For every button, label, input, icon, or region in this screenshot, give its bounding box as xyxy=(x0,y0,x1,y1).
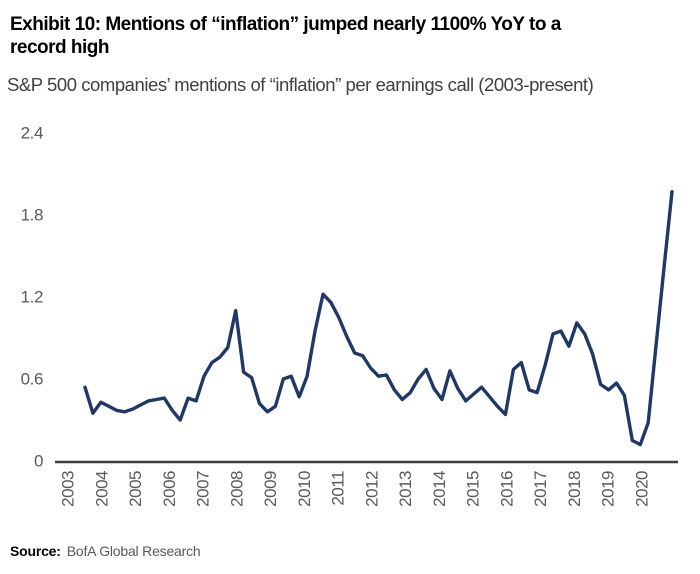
x-tick-label: 2006 xyxy=(160,471,179,507)
x-tick-label: 2005 xyxy=(126,471,145,507)
x-tick-label: 2016 xyxy=(497,471,516,507)
x-tick-label: 2020 xyxy=(632,471,651,507)
x-tick-label: 2018 xyxy=(565,471,584,507)
x-tick-label: 2003 xyxy=(59,471,78,507)
x-tick-label: 2013 xyxy=(396,471,415,507)
x-tick-label: 2015 xyxy=(464,471,483,507)
source-label: Source: xyxy=(10,543,61,559)
x-tick-label: 2008 xyxy=(227,471,246,507)
x-tick-label: 2011 xyxy=(329,471,348,506)
source-text: BofA Global Research xyxy=(66,543,201,559)
x-tick-label: 2007 xyxy=(194,471,213,507)
x-tick-label: 2019 xyxy=(599,471,618,507)
x-tick-label: 2012 xyxy=(362,471,381,507)
x-tick-label: 2017 xyxy=(531,471,550,507)
x-tick-label: 2004 xyxy=(92,471,111,507)
chart-area: 0 0.6 1.2 1.8 2.4 2003 2004 2005 2006 2007 2008 200… xyxy=(0,110,700,530)
chart-subtitle: S&P 500 companies’ mentions of “inflatio… xyxy=(7,74,594,95)
y-tick-label: 1.2 xyxy=(21,287,43,306)
y-tick-label: 0 xyxy=(34,452,43,471)
y-tick-label: 0.6 xyxy=(21,369,43,388)
y-tick-label: 1.8 xyxy=(21,205,43,224)
inflation-mentions-line xyxy=(83,189,674,447)
chart-svg: 0 0.6 1.2 1.8 2.4 2003 2004 2005 2006 2007 2008 200… xyxy=(21,123,678,507)
exhibit-title-line-1: Exhibit 10: Mentions of “inflation” jump… xyxy=(10,14,561,35)
x-tick-label: 2010 xyxy=(295,471,314,507)
exhibit-title: Exhibit 10: Mentions of “inflation” jump… xyxy=(10,13,561,59)
x-tick-label: 2009 xyxy=(261,471,280,507)
x-tick-label: 2014 xyxy=(430,471,449,507)
source-line: Source: BofA Global Research xyxy=(10,543,201,559)
exhibit-title-line-2: record high xyxy=(10,37,110,58)
y-tick-label: 2.4 xyxy=(21,123,43,142)
